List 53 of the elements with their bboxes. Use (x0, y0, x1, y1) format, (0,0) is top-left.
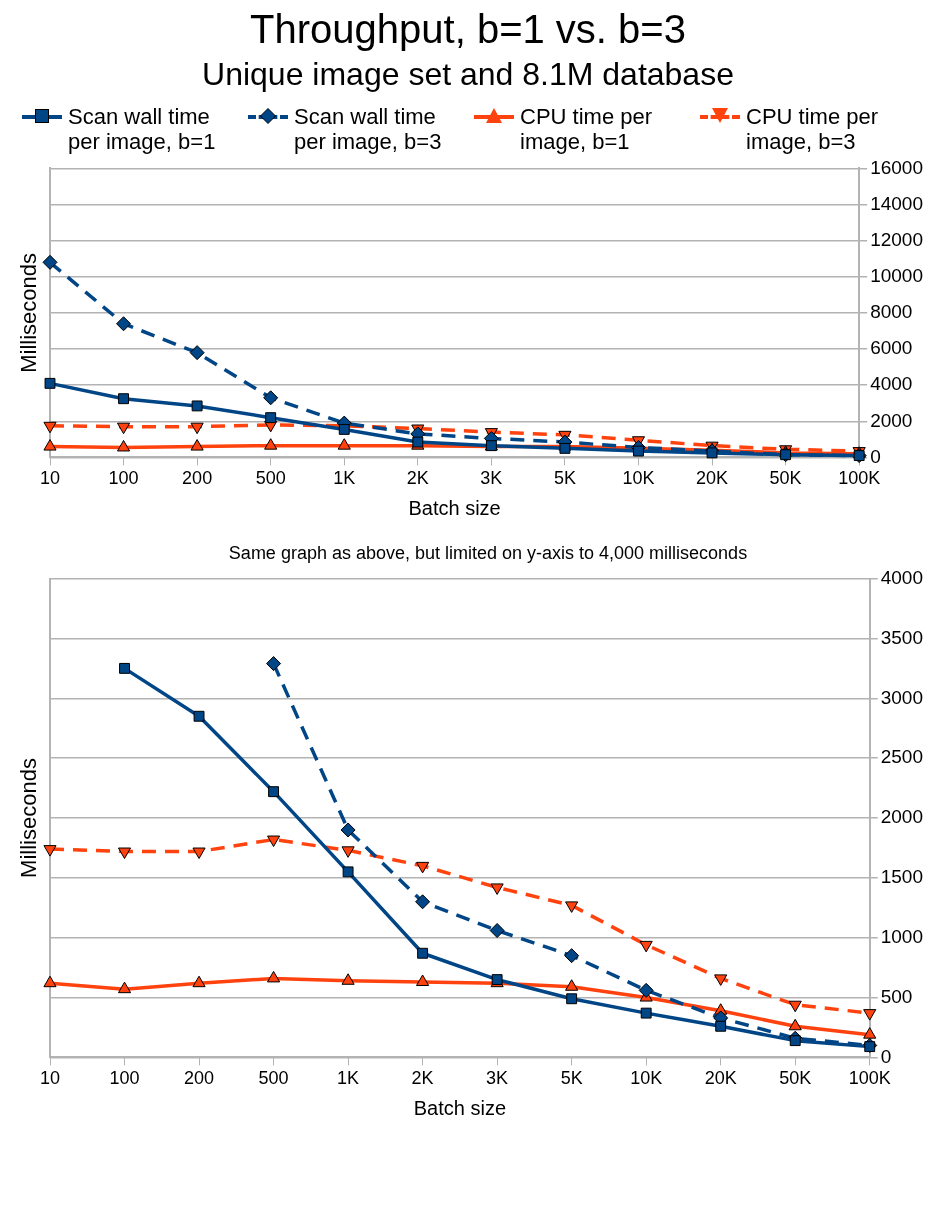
x-tick-label: 100 (108, 468, 139, 489)
chart-subtitle: Unique image set and 8.1M database (201, 55, 735, 94)
y-tick-label: 14000 (870, 192, 924, 214)
y-tick-label: 0 (870, 445, 881, 467)
y-tick-label: 4000 (880, 566, 924, 588)
legend-label: CPU time per image, b=3 (746, 104, 880, 154)
x-tick-label: 100K (848, 1068, 891, 1089)
y-tick-label: 3000 (880, 686, 924, 708)
x-axis-title: Batch size (413, 1096, 506, 1119)
x-tick-label: 3K (480, 468, 503, 489)
y-tick-label: 0 (880, 1045, 892, 1067)
y-tick-label: 1000 (880, 925, 924, 947)
x-tick-label: 1K (333, 468, 356, 489)
y-tick-label: 1500 (880, 866, 924, 888)
y-tick-label: 4000 (870, 373, 913, 395)
x-tick-label: 2K (406, 468, 429, 489)
x-tick-label: 2K (411, 1068, 434, 1089)
x-tick-label: 20K (704, 1068, 737, 1089)
x-tick-label: 10K (622, 468, 655, 489)
x-axis-title: Batch size (408, 496, 501, 519)
x-tick-label: 5K (560, 1068, 583, 1089)
chart-title: Throughput, b=1 vs. b=3 (249, 6, 687, 52)
y-axis-title: Milliseconds (16, 758, 42, 878)
x-tick-label: 3K (486, 1068, 509, 1089)
y-tick-label: 6000 (870, 337, 913, 359)
chart-title: Same graph as above, but limited on y-axis to 4,000 milliseconds (228, 542, 748, 563)
legend-label: CPU time per image, b=1 (520, 104, 654, 154)
x-tick-label: 10 (39, 468, 61, 489)
x-tick-label: 1K (337, 1068, 360, 1089)
y-tick-label: 10000 (870, 265, 924, 287)
x-tick-label: 500 (255, 468, 286, 489)
legend-label: Scan wall time per image, b=1 (68, 104, 217, 154)
y-tick-label: 2500 (880, 746, 924, 768)
y-tick-label: 2000 (880, 806, 924, 828)
x-tick-label: 100K (838, 468, 881, 489)
y-tick-label: 500 (880, 985, 913, 1007)
y-tick-label: 3500 (880, 626, 924, 648)
y-tick-label: 16000 (870, 156, 924, 178)
y-axis-title: Milliseconds (16, 252, 42, 373)
y-tick-label: 2000 (870, 409, 913, 431)
x-tick-label: 50K (769, 468, 802, 489)
y-tick-label: 8000 (870, 301, 913, 323)
x-tick-label: 20K (696, 468, 729, 489)
x-tick-label: 10 (39, 1068, 61, 1089)
x-tick-label: 500 (258, 1068, 289, 1089)
x-tick-label: 5K (553, 468, 576, 489)
x-tick-label: 200 (184, 1068, 215, 1089)
x-tick-label: 100 (109, 1068, 140, 1089)
x-tick-label: 200 (182, 468, 213, 489)
x-tick-label: 50K (779, 1068, 812, 1089)
legend-label: Scan wall time per image, b=3 (294, 104, 443, 154)
y-tick-label: 12000 (870, 228, 924, 250)
x-tick-label: 10K (630, 1068, 663, 1089)
